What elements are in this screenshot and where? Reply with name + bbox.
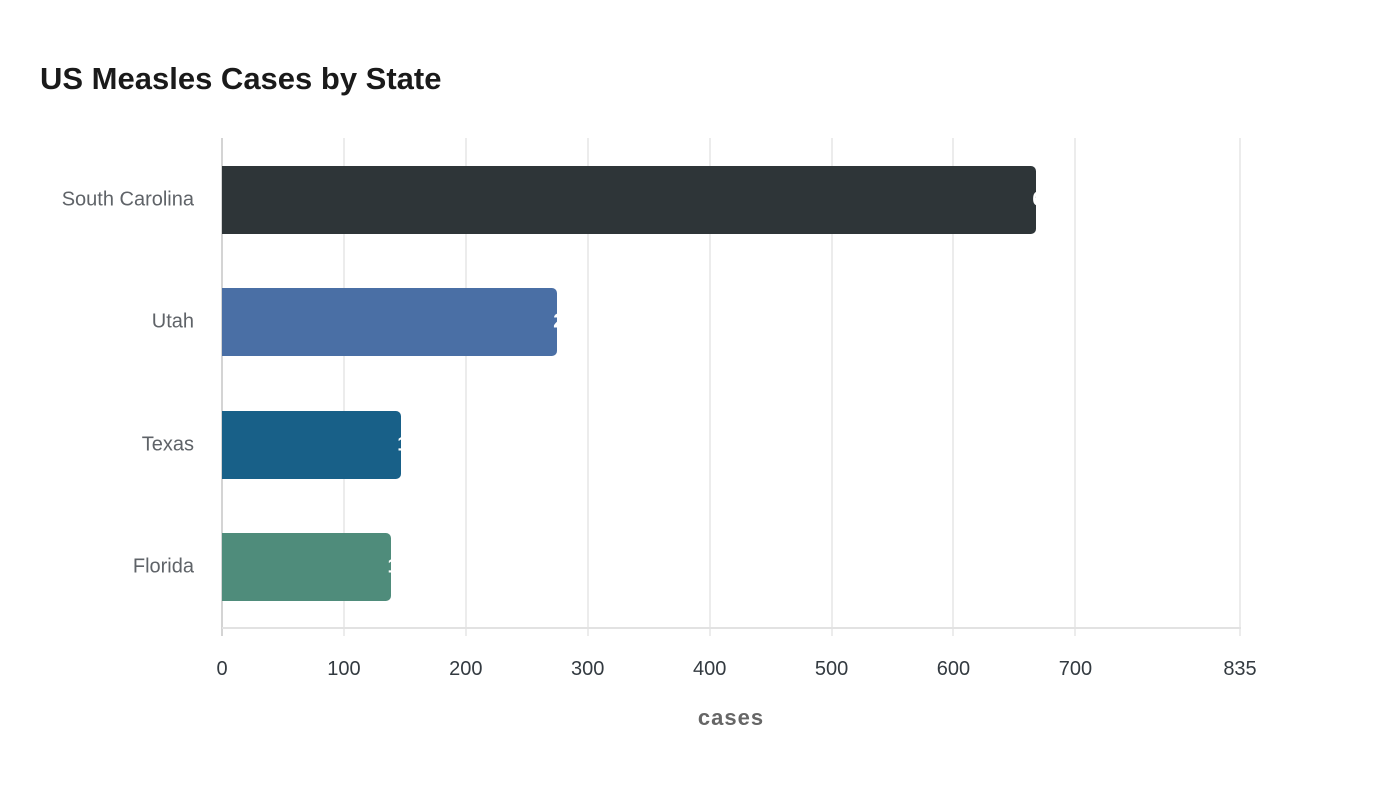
gridline: [952, 138, 955, 636]
x-tick-label: 835: [1223, 658, 1257, 680]
x-tick-label: 700: [1058, 658, 1093, 680]
bar-utah[interactable]: 275: [222, 288, 587, 357]
bar-value-label: 147: [397, 433, 431, 456]
x-tick-label: 200: [449, 658, 483, 680]
y-axis-line: [221, 138, 223, 636]
x-tick-label: 300: [571, 658, 605, 680]
x-axis-line: [222, 627, 1241, 629]
plot-area: 668 275 147 139: [221, 138, 1241, 636]
gridline: [1074, 138, 1077, 636]
gridline: [1239, 138, 1241, 636]
gridline: [464, 138, 467, 636]
bar-value-label: 275: [553, 310, 587, 333]
x-tick-label: 100: [327, 658, 361, 680]
y-category-label: South Carolina: [61, 188, 194, 211]
x-tick-label: 400: [692, 658, 727, 680]
x-tick-label: 0: [216, 658, 228, 680]
bar-texas[interactable]: 147: [222, 410, 431, 479]
x-tick-label: 600: [936, 658, 971, 680]
x-tick-label: 500: [814, 658, 849, 680]
bar-florida[interactable]: 139: [222, 533, 421, 602]
chart-title: US Measles Cases by State: [40, 61, 442, 96]
gridline: [830, 138, 833, 636]
gridline: [342, 138, 345, 636]
gridline: [586, 138, 589, 636]
y-category-label: Florida: [132, 555, 194, 578]
bar-south-carolina[interactable]: 668: [222, 165, 1066, 234]
x-axis-title: cases: [697, 705, 765, 730]
y-category-label: Utah: [151, 310, 194, 333]
y-category-label: Texas: [141, 433, 194, 456]
gridline: [708, 138, 711, 636]
bar-value-label: 668: [1032, 188, 1066, 211]
bar-value-label: 139: [387, 555, 421, 578]
